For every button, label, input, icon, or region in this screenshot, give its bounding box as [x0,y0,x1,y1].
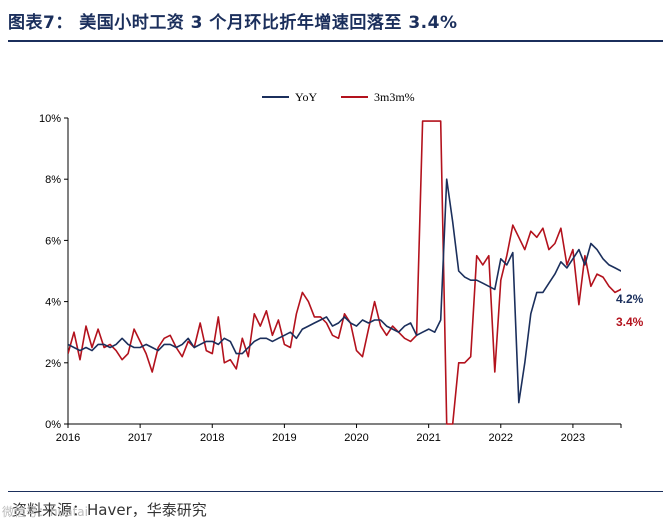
end-labels: 4.2% 3.4% [616,292,644,329]
series-line-3m3m [68,120,621,425]
y-tick-label: 6% [45,235,61,247]
plot-area [68,120,621,425]
x-tick-label: 2020 [344,432,368,444]
x-tick-label: 2022 [489,432,513,444]
chart-legend: YoY 3m3m% [262,90,415,104]
legend-3m3m-label: 3m3m% [374,90,415,104]
watermark: 微信号：huatai [2,505,88,519]
y-tick-label: 8% [45,174,61,186]
x-tick-label: 2019 [272,432,296,444]
x-tick-label: 2016 [56,432,80,444]
y-tick-label: 10% [39,113,61,125]
title-rule [8,40,663,42]
y-tick-label: 0% [45,419,61,431]
chart-axes: 0% 2% 4% 6% 8% 10% 2016 2017 2018 2019 2020 2021 202… [39,113,622,444]
x-tick-label: 2021 [416,432,440,444]
x-tick-label: 2018 [200,432,224,444]
end-label-yoy: 4.2% [616,292,644,306]
source-note: 资料来源：Haver，华泰研究 [12,501,207,519]
end-label-3m3m: 3.4% [616,315,644,329]
x-tick-label: 2017 [128,432,152,444]
y-tick-label: 4% [45,297,61,309]
x-tick-label: 2023 [561,432,585,444]
footer-rule [8,491,663,492]
series-line-yoy [68,178,621,404]
chart-title: 图表7： 美国小时工资 3 个月环比折年增速回落至 3.4% [8,13,458,33]
y-tick-label: 2% [45,358,61,370]
legend-yoy-label: YoY [295,90,317,104]
